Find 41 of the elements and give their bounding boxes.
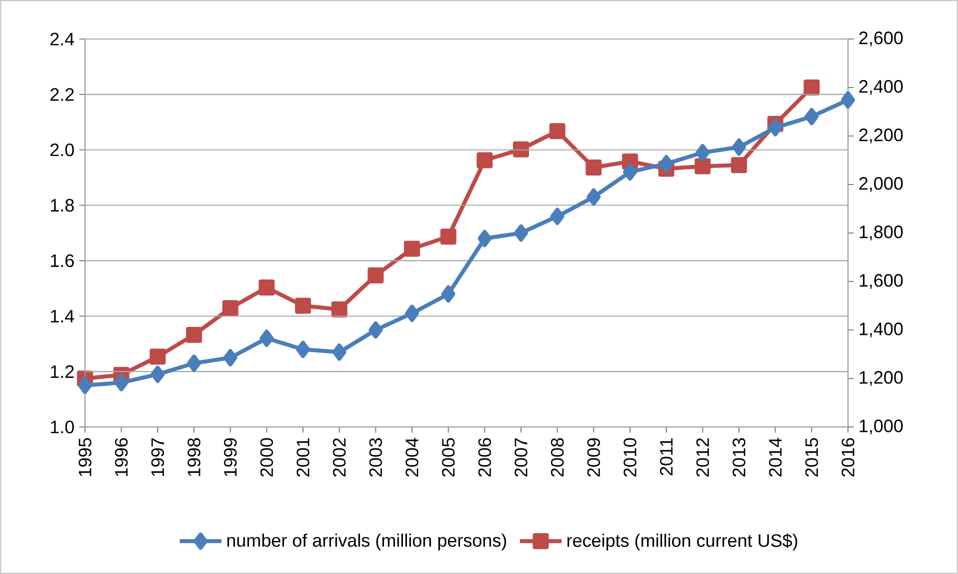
- y2-tick-label: 2,200: [859, 128, 903, 144]
- x-tick-label: 2006: [478, 438, 492, 477]
- x-tick-label: 2001: [296, 438, 310, 477]
- x-tick-label: 2016: [842, 438, 854, 477]
- x-tick-label: 1995: [78, 438, 92, 476]
- y-tick-label: 2.2: [50, 88, 74, 101]
- x-tick-label: 1996: [114, 438, 128, 476]
- x-tick-label: 2008: [550, 438, 564, 477]
- y2-tick-label: 1,600: [860, 274, 903, 289]
- x-tick-label: 2003: [369, 438, 382, 477]
- x-tick-label: 2000: [260, 438, 274, 477]
- x-tick-label: 1998: [188, 438, 200, 476]
- x-tick-label: 2011: [660, 438, 673, 476]
- x-tick-label: 2002: [332, 438, 346, 477]
- x-tick-label: 2013: [732, 438, 746, 477]
- x-tick-label: 2009: [587, 438, 600, 477]
- x-tick-label: 2012: [696, 438, 710, 477]
- x-tick-label: 1999: [224, 438, 237, 476]
- y2-tick-label: 2,400: [859, 80, 903, 95]
- x-tick-label: 2007: [514, 438, 528, 477]
- y2-tick-label: 1,800: [860, 226, 903, 240]
- y2-tick-label: 2,600: [859, 32, 903, 46]
- y-tick-label: 1.4: [50, 310, 74, 322]
- y-tick-label: 1.6: [50, 254, 74, 268]
- legend-label: receipts (million current US$): [567, 533, 798, 551]
- x-tick-label: 2015: [805, 438, 818, 477]
- y2-tick-label: 1,400: [860, 322, 903, 338]
- y-tick-label: 2.4: [50, 32, 74, 46]
- y2-tick-label: 2,000: [859, 177, 903, 192]
- x-tick-label: 2005: [442, 438, 455, 477]
- y-tick-label: 1.2: [50, 365, 74, 378]
- x-tick-label: 2010: [624, 438, 636, 477]
- legend-label: number of arrivals (million persons): [227, 534, 506, 550]
- x-tick-label: 1997: [151, 438, 164, 476]
- x-tick-label: 2014: [768, 438, 782, 477]
- y-tick-label: 2.0: [50, 143, 74, 156]
- y-tick-label: 1.8: [50, 198, 74, 212]
- y2-tick-label: 1,200: [860, 371, 903, 386]
- y2-tick-label: 1,000: [860, 420, 903, 434]
- x-tick-label: 2004: [406, 438, 418, 477]
- y-tick-label: 1.0: [50, 420, 74, 434]
